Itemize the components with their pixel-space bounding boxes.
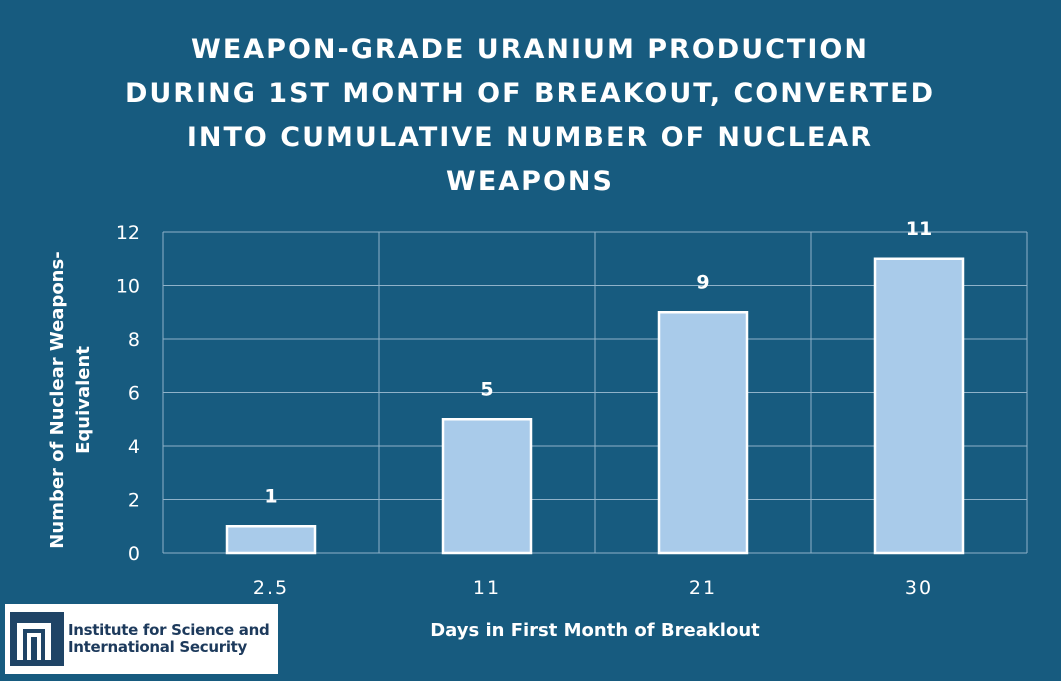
bars: [225, 257, 965, 555]
chart-title-line: WEAPONS: [446, 166, 614, 197]
bar: [873, 257, 965, 555]
x-axis-ticks: 2.5 11 21 30: [253, 577, 933, 599]
institute-logo-icon: [10, 612, 64, 666]
x-tick-label: 21: [689, 577, 717, 599]
x-tick-label: 2.5: [253, 577, 289, 599]
y-tick-label: 6: [128, 383, 140, 405]
x-axis-title: Days in First Month of Breaklout: [430, 620, 760, 641]
data-label: 1: [264, 485, 277, 507]
data-label: 9: [696, 271, 709, 293]
chart-title-line: INTO CUMULATIVE NUMBER OF NUCLEAR: [186, 122, 874, 153]
y-axis-title-line: Equivalent: [73, 346, 94, 454]
x-tick-label: 11: [473, 577, 501, 599]
bar: [441, 418, 533, 555]
institute-name-line: International Security: [68, 638, 248, 656]
y-tick-label: 8: [128, 329, 140, 351]
x-tick-label: 30: [905, 577, 933, 599]
y-tick-label: 12: [116, 222, 140, 244]
bar: [657, 311, 749, 555]
institute-logo: Institute for Science and International …: [5, 604, 278, 674]
chart-title-line: WEAPON-GRADE URANIUM PRODUCTION: [191, 34, 869, 65]
y-tick-label: 2: [128, 490, 140, 512]
y-tick-label: 0: [128, 543, 140, 565]
chart-title-line: DURING 1ST MONTH OF BREAKOUT, CONVERTED: [124, 78, 936, 109]
y-axis-ticks: 0 2 4 6 8 10 12: [116, 222, 140, 565]
chart-title: WEAPON-GRADE URANIUM PRODUCTION DURING 1…: [60, 28, 1000, 204]
y-tick-label: 10: [116, 276, 140, 298]
y-axis-title: Number of Nuclear Weapons- Equivalent: [47, 251, 94, 548]
institute-name-line: Institute for Science and: [68, 621, 270, 639]
y-axis-title-line: Number of Nuclear Weapons-: [47, 251, 68, 548]
data-label: 5: [480, 378, 493, 400]
institute-name: Institute for Science and International …: [68, 621, 270, 656]
bar: [225, 525, 317, 555]
y-tick-label: 4: [128, 436, 140, 458]
data-labels: 1 5 9 11: [264, 218, 932, 508]
data-label: 11: [906, 218, 932, 240]
